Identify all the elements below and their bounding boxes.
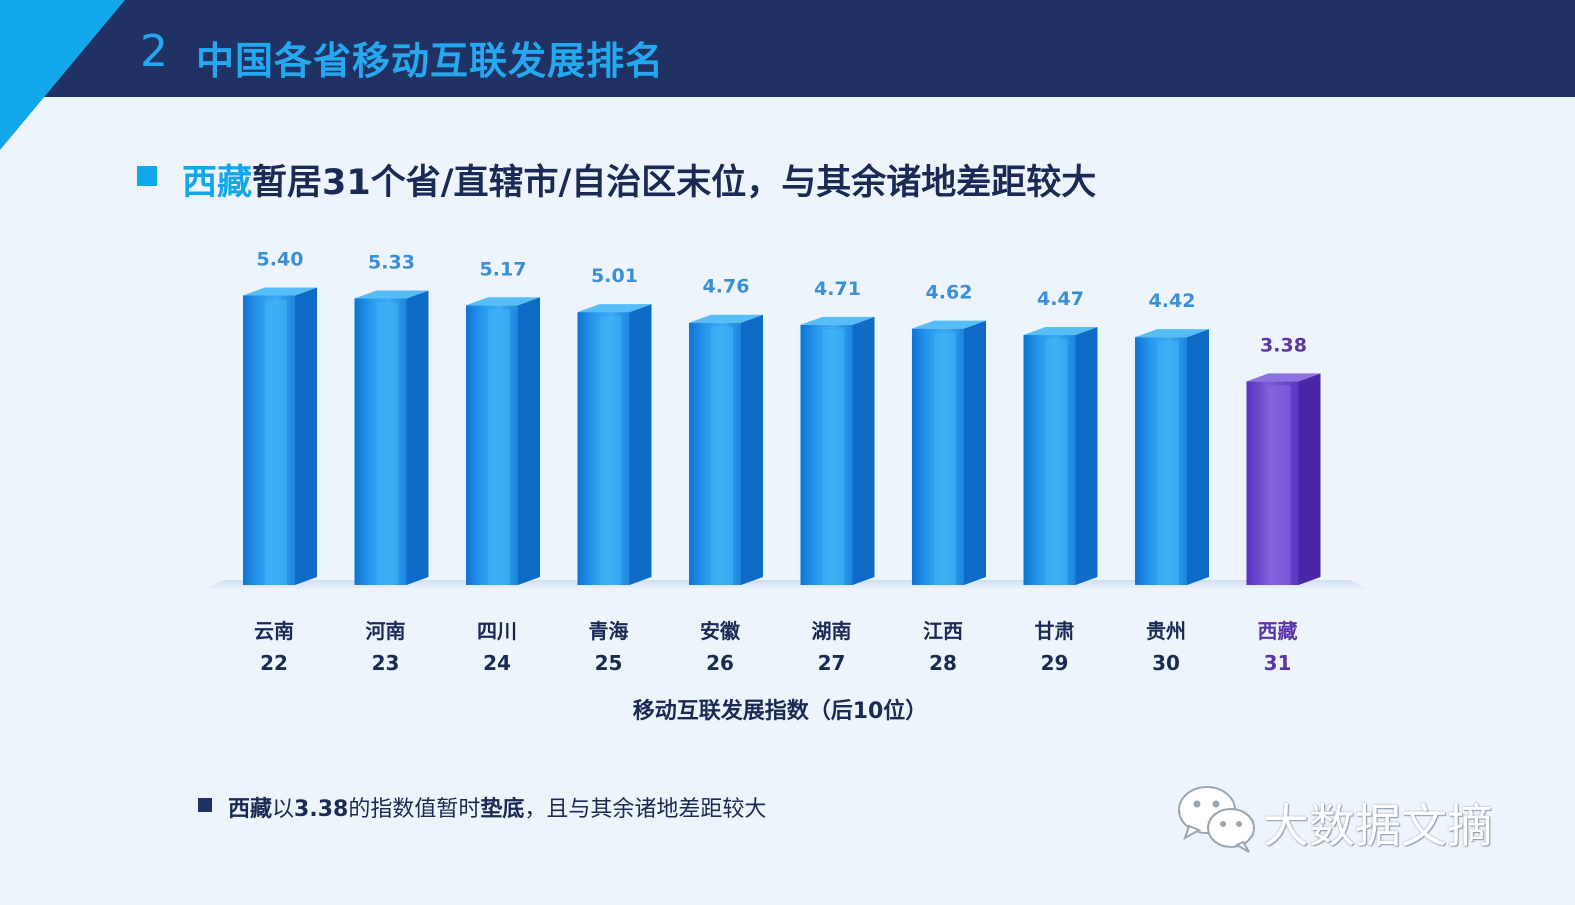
footnote-text-2: 的指数值暂时	[348, 797, 481, 822]
rank-label: 23	[372, 651, 400, 675]
bar	[912, 320, 986, 585]
footnote-bold-region: 西藏	[228, 797, 273, 822]
bar	[577, 304, 652, 585]
footnote: 西藏以3.38的指数值暂时垫底，且与其余诸地差距较大	[228, 791, 766, 823]
x-axis-label: 移动互联发展指数（后10位）	[633, 698, 928, 724]
x-tick-label: 安徽	[700, 619, 741, 643]
footnote-bold-value: 3.38	[294, 797, 349, 822]
bar-value-label: 5.01	[591, 265, 638, 287]
bar-value-label: 3.38	[1260, 334, 1307, 356]
bar	[466, 297, 540, 585]
headline-bullet	[137, 166, 157, 186]
x-tick-label: 贵州	[1146, 619, 1186, 643]
rank-label: 29	[1041, 651, 1069, 675]
bar-value-label: 5.40	[257, 249, 304, 271]
bar-value-label: 4.47	[1037, 288, 1084, 310]
bar-value-label: 4.71	[814, 278, 861, 300]
bar	[800, 316, 875, 585]
bar-chart: 5.40 云南 22 5.33 河南 23 5.17 四川 24 5.01 青海 25 4.76 安徽 26…	[200, 249, 1370, 724]
section-number: 2	[140, 26, 168, 77]
watermark: 大数据文摘	[1175, 780, 1535, 860]
footnote-bold-rank: 垫底	[480, 797, 525, 822]
rank-label: 26	[706, 651, 734, 675]
bar	[1023, 327, 1098, 585]
bar	[1246, 373, 1321, 585]
headline-text: 暂居31个省/直辖市/自治区末位，与其余诸地差距较大	[252, 163, 1097, 203]
footnote-text-1: 以	[272, 797, 295, 822]
bar-value-label: 4.62	[926, 282, 973, 304]
footnote-bullet	[198, 798, 212, 812]
rank-label: 24	[483, 651, 511, 675]
x-tick-label: 云南	[254, 619, 294, 643]
x-tick-label: 甘肃	[1035, 619, 1075, 643]
wechat-icon	[1178, 786, 1255, 853]
x-tick-label: 四川	[477, 619, 517, 643]
bar-value-label: 5.33	[368, 251, 415, 273]
page-title: 中国各省移动互联发展排名	[196, 39, 665, 83]
bar	[354, 290, 429, 585]
bar	[689, 314, 763, 585]
headline-highlight: 西藏	[182, 163, 253, 203]
headline: 西藏暂居31个省/直辖市/自治区末位，与其余诸地差距较大	[182, 154, 1096, 205]
bar-value-label: 4.76	[703, 276, 750, 298]
bar-value-label: 4.42	[1149, 290, 1196, 312]
header-accent-triangle	[0, 0, 125, 150]
rank-label: 25	[595, 651, 623, 675]
bar	[1135, 329, 1209, 585]
header-bar	[0, 0, 1575, 97]
x-tick-label: 江西	[923, 619, 963, 643]
bar-value-label: 5.17	[480, 258, 527, 280]
rank-label: 28	[929, 651, 957, 675]
x-tick-label: 西藏	[1258, 619, 1298, 643]
footnote-text-3: ，且与其余诸地差距较大	[524, 797, 767, 822]
rank-label: 27	[818, 651, 846, 675]
x-tick-label: 青海	[589, 619, 629, 643]
rank-label: 30	[1152, 651, 1180, 675]
watermark-text: 大数据文摘	[1263, 799, 1493, 853]
rank-label: 22	[260, 651, 288, 675]
rank-label: 31	[1264, 651, 1292, 675]
x-tick-label: 湖南	[812, 619, 852, 643]
bar	[243, 287, 317, 585]
x-tick-label: 河南	[366, 619, 406, 643]
